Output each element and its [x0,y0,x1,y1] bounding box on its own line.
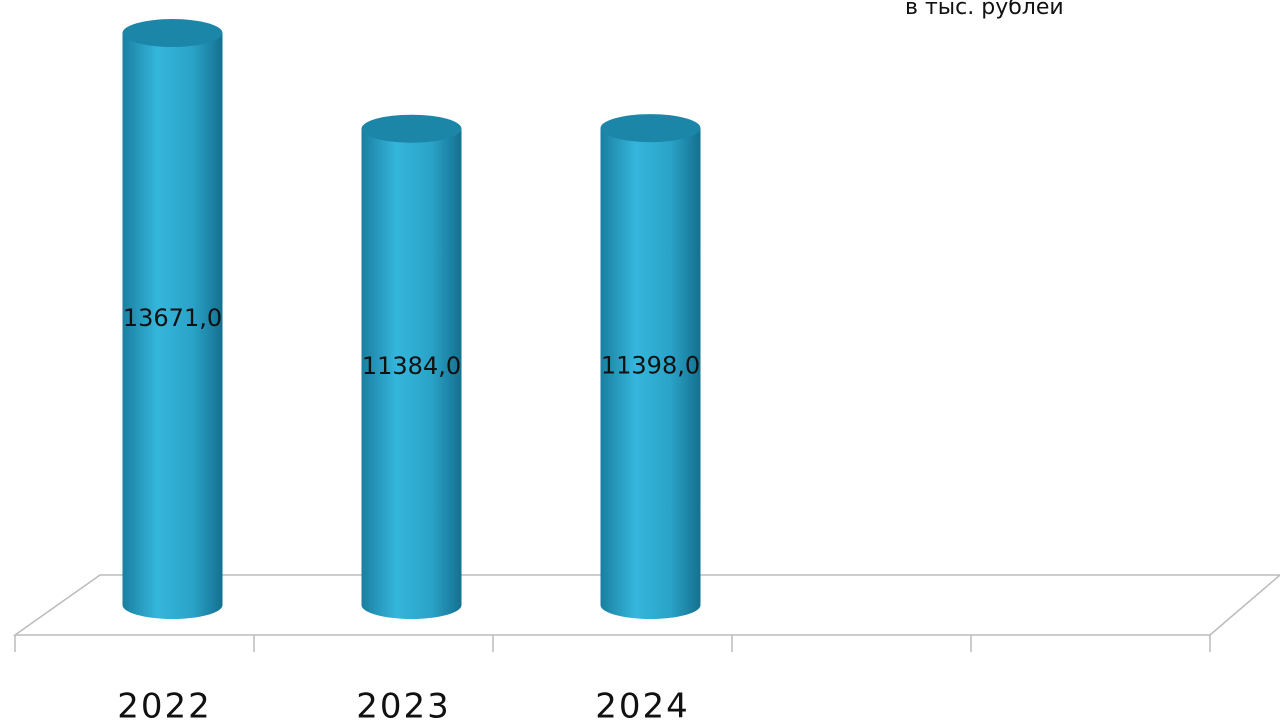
bar-top [361,114,462,143]
bar [361,128,462,619]
bar-top [600,114,701,143]
bar [122,33,223,619]
value-label: 11384,0 [362,352,461,380]
x-tick-label: 2023 [356,687,451,726]
bar [600,128,701,619]
subtitle: в тыс. рублей [905,0,1064,20]
x-tick-label: 2024 [595,687,690,726]
value-label: 11398,0 [601,352,700,380]
x-tick-label: 2022 [117,687,212,726]
value-label: 13671,0 [123,304,222,332]
bar-top [122,19,223,47]
